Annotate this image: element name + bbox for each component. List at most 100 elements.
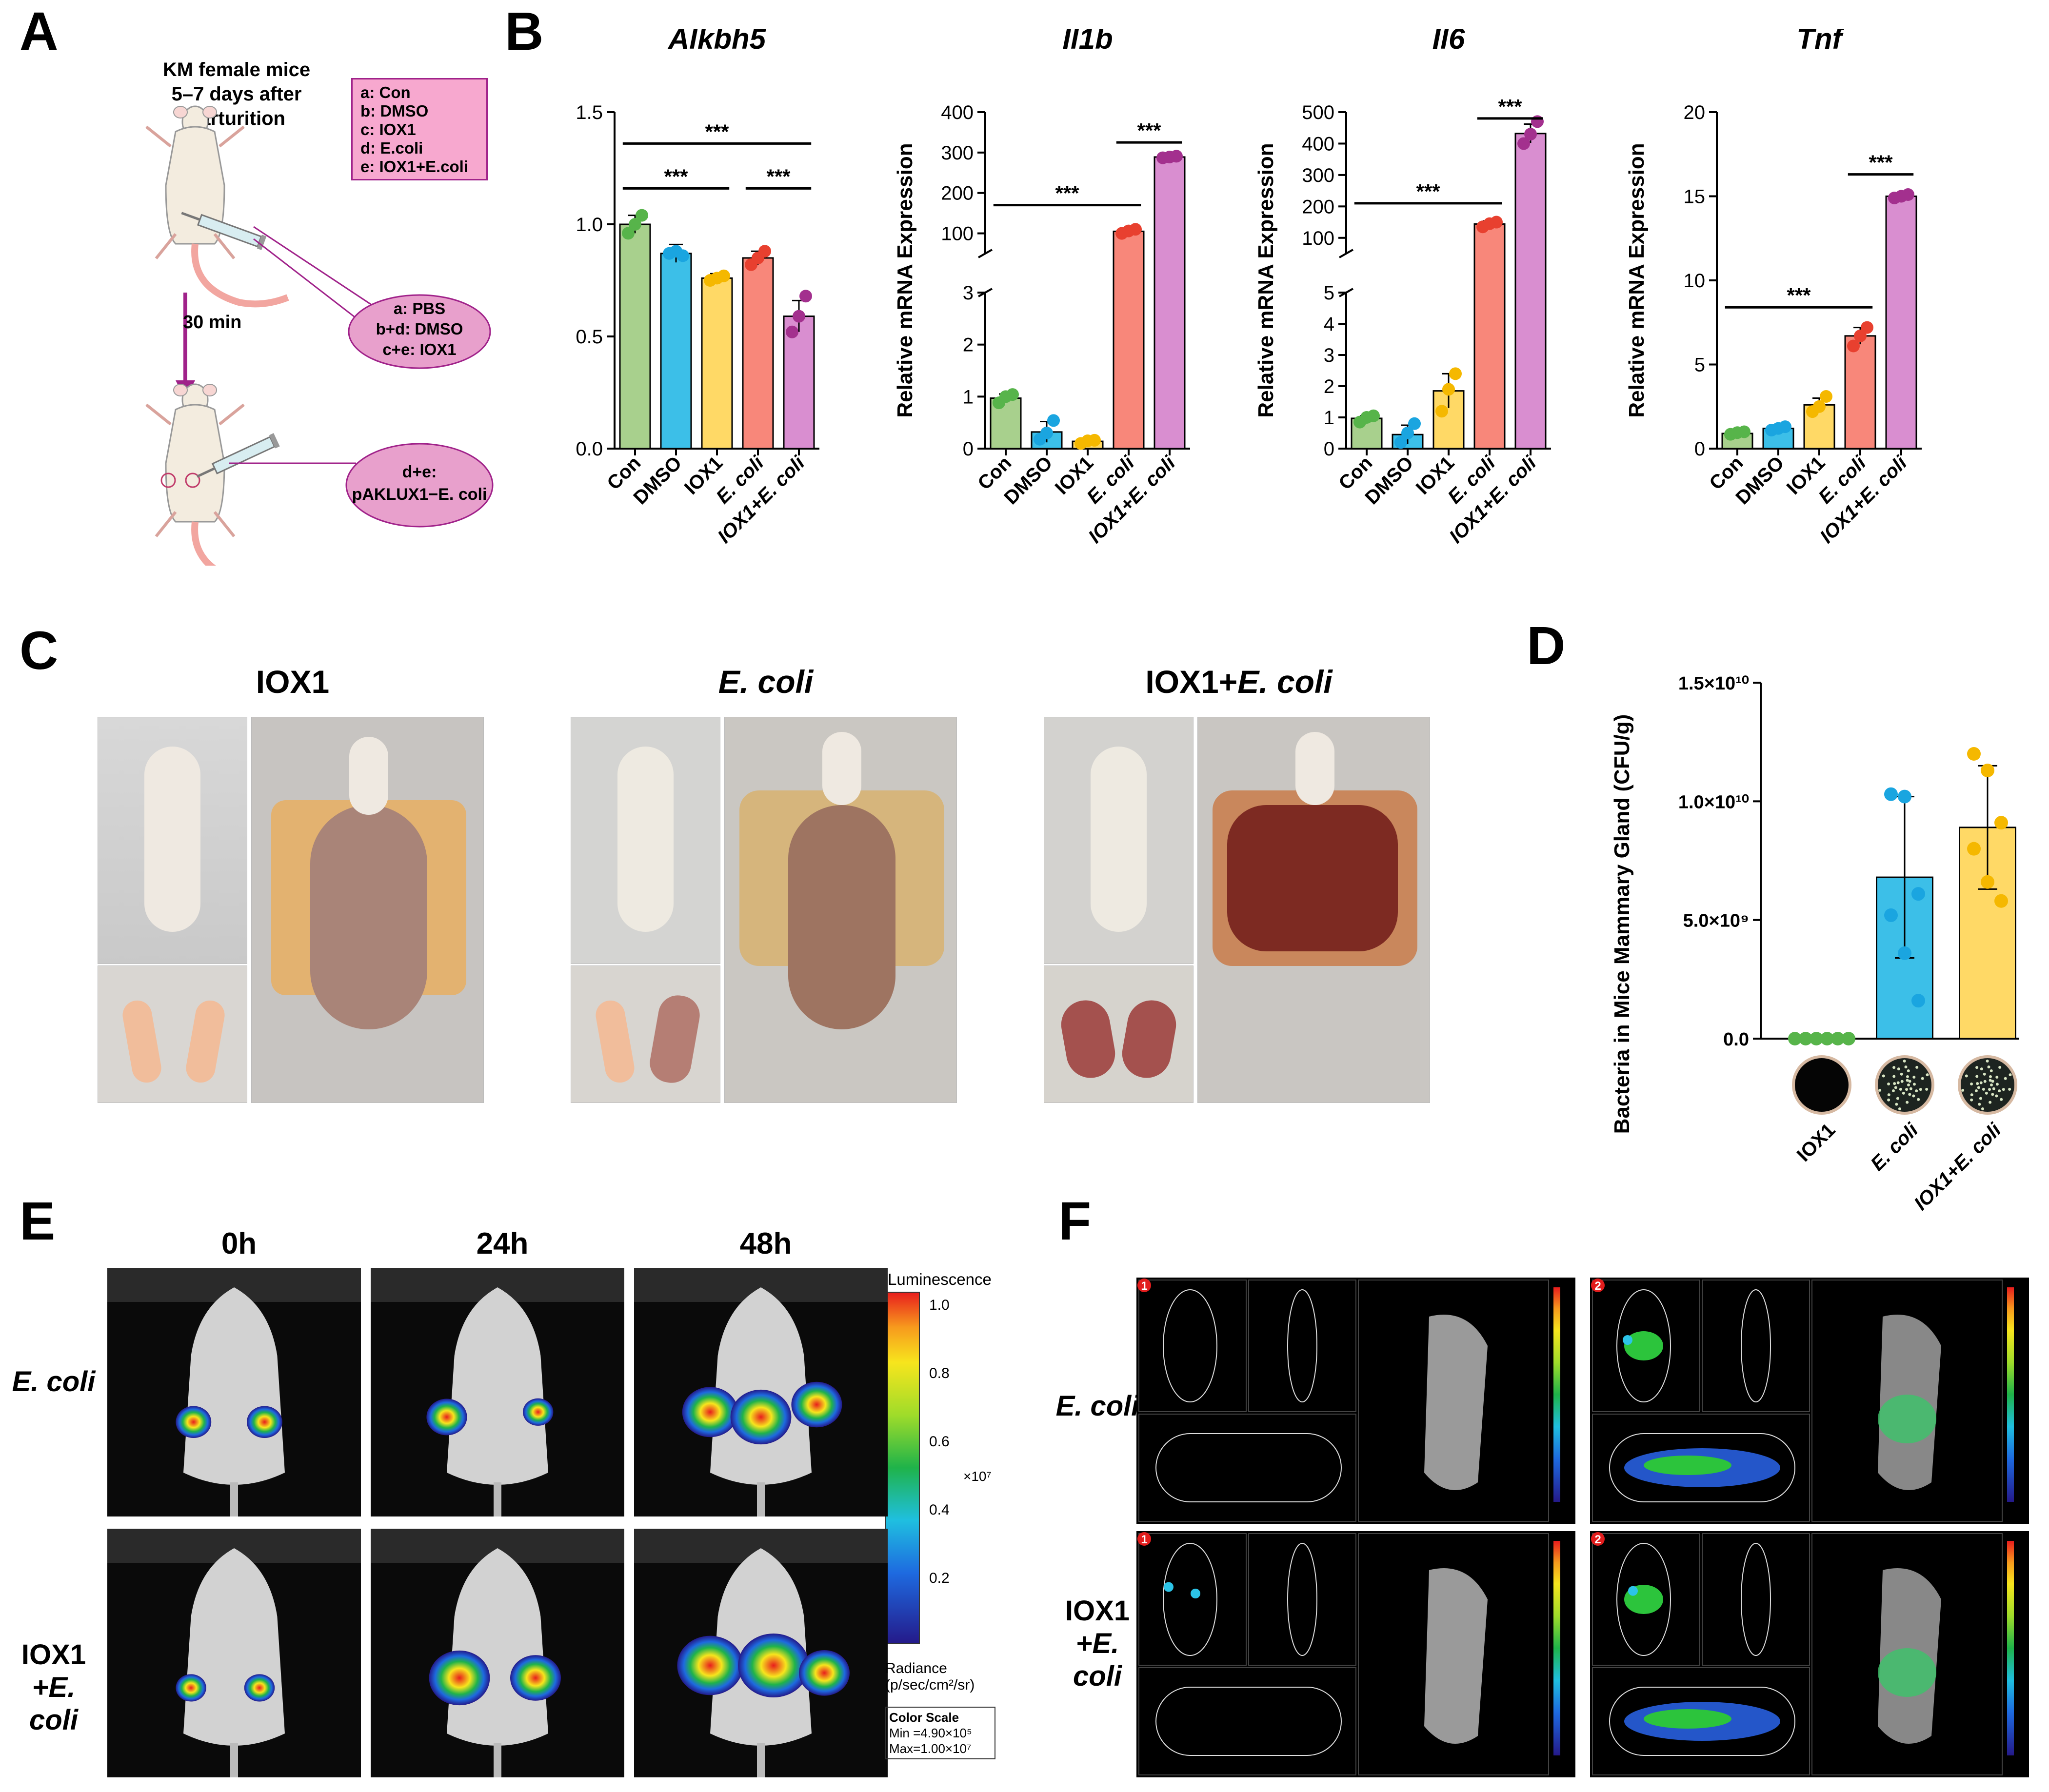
panel-label-d: D	[1527, 616, 1566, 676]
f-marker-label: 2	[1594, 1533, 1601, 1546]
panel-d-chart: Bacteria in Mice Mammary Gland (CFU/g) 0.…	[1610, 673, 2019, 1215]
data-point	[1129, 223, 1142, 236]
colony-dot	[1978, 1103, 1981, 1106]
signal-spot	[1164, 1582, 1174, 1592]
y-tick-label: 0.0	[576, 438, 603, 460]
colony-dot	[1902, 1091, 1905, 1095]
e-radiance-l2: (p/sec/cm²/sr)	[885, 1677, 975, 1693]
bar-4	[1885, 196, 1917, 450]
infection-strain: pAKLUX1−E. coli	[352, 485, 487, 504]
y-tick-label: 3	[963, 282, 974, 304]
colony-dot	[1989, 1069, 1993, 1073]
data-point	[1490, 216, 1503, 229]
c-photo-ecoli-glands	[571, 965, 720, 1103]
colony-dot	[1983, 1080, 1987, 1083]
agar-plate-image	[1958, 1055, 2017, 1115]
bli-image-r0-c0	[107, 1268, 361, 1516]
y-tick-label: 0	[963, 438, 974, 460]
colony-dot	[1926, 1073, 1929, 1077]
chart-title: Il1b	[1062, 29, 1113, 55]
injection-bubble: a: PBS b+d: DMSO c+e: IOX1	[356, 298, 483, 360]
coronal-view	[1592, 1533, 1700, 1666]
data-point	[1911, 994, 1925, 1008]
bar-4	[783, 315, 815, 450]
e-scale-tick-1: 1.0	[929, 1297, 950, 1313]
data-point	[1831, 1032, 1845, 1045]
y-tick-label: 3	[1324, 345, 1334, 366]
bar-4	[1154, 156, 1186, 450]
transaxial-view	[1592, 1667, 1810, 1775]
panel-label-c: C	[20, 621, 59, 681]
body-outline	[1609, 1687, 1795, 1756]
y-tick-label: 1.0×10¹⁰	[1678, 792, 1749, 812]
data-point	[786, 325, 798, 338]
signal-3d	[1878, 1395, 1936, 1443]
colony-dot	[1987, 1065, 1990, 1069]
data-point	[1401, 427, 1414, 439]
colony-dot	[1917, 1098, 1920, 1101]
legend-b: b: DMSO	[360, 102, 429, 120]
colony-dot	[1995, 1094, 1998, 1098]
colony-dot	[1904, 1065, 1908, 1069]
x-tick-label: E. coli	[1867, 1119, 1923, 1175]
body-outline	[1155, 1687, 1342, 1756]
syringe-icon-top	[181, 212, 267, 250]
coronal-view	[1592, 1280, 1700, 1412]
syringe-icon-bottom	[196, 433, 280, 478]
e-color-scale-min: Min =4.90×10⁵	[889, 1726, 972, 1740]
colony-dot	[1897, 1067, 1900, 1071]
chart-title: Tnf	[1796, 29, 1844, 55]
colony-dot	[1998, 1065, 2002, 1069]
bioluminescence-signal	[791, 1381, 842, 1428]
signal-3d	[1878, 1648, 1936, 1697]
y-tick-label: 1	[1324, 407, 1334, 429]
signal-spot	[1191, 1589, 1200, 1598]
f-tile-2: 1	[1136, 1531, 1575, 1777]
chart-title: Il6	[1432, 29, 1465, 55]
significance-label: ***	[1055, 182, 1079, 205]
body-outline	[1163, 1289, 1217, 1402]
y-tick-label: 2	[1324, 376, 1334, 397]
signal-spot	[1628, 1586, 1638, 1596]
c-title-iox1-ecoli: IOX1+E. coli	[1044, 663, 1434, 700]
x-tick-label: IOX1+E. coli	[1910, 1119, 2006, 1215]
colony-dot	[1995, 1083, 1999, 1086]
colony-dot	[1906, 1075, 1909, 1079]
chart-b-0: Alkbh5Relative mRNA Expression0.00.51.01…	[576, 29, 819, 548]
perspective-view	[1358, 1280, 1549, 1522]
colony-dot	[2002, 1088, 2005, 1091]
c-photo-iox1-whole	[98, 717, 247, 964]
f-tile-3: 2	[1590, 1531, 2029, 1777]
e-row-combo-line1: IOX1	[21, 1639, 86, 1671]
mouse-silhouette	[710, 1287, 812, 1485]
significance-label: ***	[1498, 95, 1522, 118]
e-row-combo: IOX1 +E. coli	[5, 1638, 102, 1736]
data-point	[1531, 115, 1544, 128]
colony-dot	[1988, 1088, 1991, 1091]
panel-label-a: A	[20, 1, 59, 61]
body-outline	[1155, 1433, 1342, 1502]
e-time-48h: 48h	[739, 1227, 792, 1260]
y-tick-label: 0.5	[576, 326, 603, 348]
c-photo-combo-whole	[1044, 717, 1194, 964]
body-outline	[1616, 1289, 1671, 1402]
data-point	[1449, 367, 1462, 380]
e-scale-unit: ×10⁷	[963, 1469, 992, 1484]
data-point	[1435, 405, 1448, 418]
colony-dot	[1983, 1072, 1986, 1076]
e-scale-tick-3: 0.6	[929, 1434, 950, 1450]
e-time-0h: 0h	[221, 1227, 257, 1260]
colony-dot	[1989, 1079, 1992, 1082]
colony-dot	[1970, 1093, 1973, 1097]
f-marker-label: 1	[1141, 1280, 1147, 1293]
colony-dot	[1979, 1097, 1982, 1100]
e-scale-tick-2: 0.8	[929, 1365, 950, 1381]
mouse-illustration-top	[145, 105, 289, 308]
data-point	[1788, 1032, 1802, 1045]
bar-3	[1844, 335, 1876, 450]
mouse-silhouette	[447, 1287, 548, 1485]
data-point	[1994, 816, 2008, 830]
colony-dot	[1887, 1098, 1890, 1102]
colony-dot	[1892, 1066, 1896, 1069]
y-tick-label: 5	[1694, 354, 1705, 376]
